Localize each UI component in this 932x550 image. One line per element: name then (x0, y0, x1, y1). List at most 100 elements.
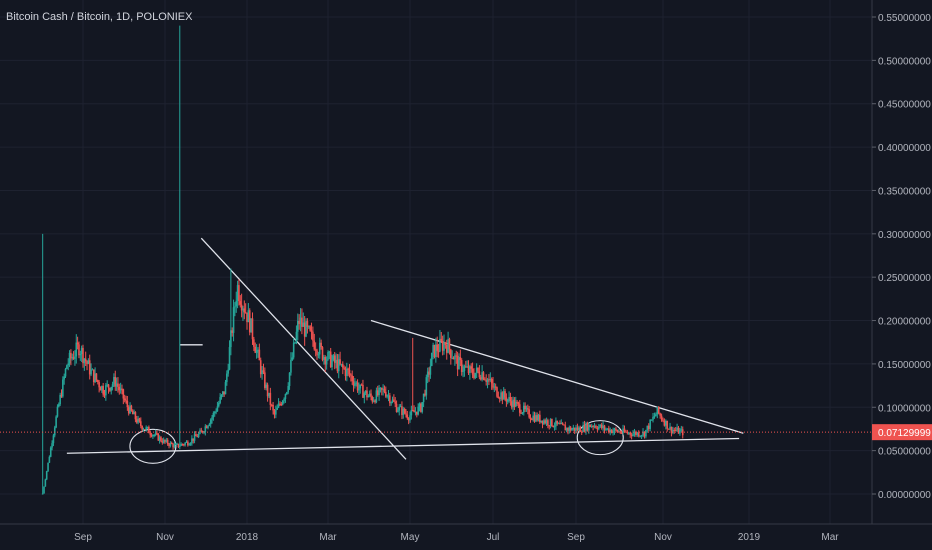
candle-body (86, 361, 88, 364)
candle-body (52, 435, 55, 444)
candle-body (140, 421, 142, 426)
candle-body (41, 493, 44, 495)
candle-body (646, 425, 649, 430)
candle-body (489, 378, 492, 381)
candle-body (118, 386, 121, 391)
candle-body (556, 420, 559, 424)
candle-body (75, 342, 78, 357)
candle-body (448, 339, 451, 350)
candle-body (234, 306, 236, 308)
candle-body (679, 430, 681, 434)
candle-body (63, 376, 65, 380)
candle-body (318, 342, 321, 355)
y-axis[interactable]: 0.55000000 0.50000000 0.45000000 0.40000000… (872, 13, 931, 501)
candle-body (659, 413, 661, 416)
candle-body (561, 422, 564, 425)
candle-body (302, 322, 305, 327)
candle-body (123, 398, 126, 401)
candle-body (320, 342, 322, 348)
candle-body (502, 391, 505, 400)
candle-body (616, 429, 619, 432)
candle-body (177, 443, 180, 448)
candle-body (158, 437, 161, 441)
candle-body (670, 426, 673, 433)
candle-body (71, 357, 74, 359)
candle-body (307, 326, 310, 328)
candle-body (94, 373, 96, 383)
candle-body (585, 423, 587, 432)
candle-body (643, 431, 646, 437)
candle-body (58, 404, 60, 407)
candle-body (378, 387, 380, 396)
x-axis[interactable]: Sep Nov 2018 Mar May Jul Sep Nov 2019 Mar (74, 532, 839, 543)
candle-body (275, 409, 277, 415)
candle-body (375, 390, 378, 403)
candle-body (520, 412, 522, 414)
candle-body (240, 304, 243, 311)
candle-body (248, 310, 251, 333)
candle-body (117, 383, 119, 387)
candle-body (436, 344, 439, 351)
candle-body (397, 410, 399, 412)
candle-body (306, 321, 309, 327)
candle-body (48, 456, 51, 463)
candle-body (109, 388, 111, 391)
candle-body (208, 424, 211, 426)
candle-body (650, 419, 653, 421)
candle-body (426, 371, 429, 378)
candle-body (401, 406, 403, 415)
candle-body (629, 432, 631, 435)
candle-body (262, 370, 265, 373)
candle-body (600, 424, 603, 429)
candle-body (506, 399, 509, 402)
candle-body (223, 391, 225, 395)
candle-body (181, 443, 184, 445)
candle-body (545, 420, 548, 424)
candle-body (340, 363, 343, 365)
candle-body (195, 434, 197, 437)
candle-body (242, 308, 244, 311)
x-tick-label: 2018 (236, 532, 259, 543)
candle-body (405, 413, 407, 415)
candle-body (610, 429, 613, 433)
candle-body (68, 352, 71, 364)
candle-body (609, 429, 612, 433)
candle-body (516, 401, 518, 403)
trendline (200, 237, 407, 460)
candle-body (290, 359, 292, 373)
candle-body (354, 383, 356, 386)
candle-body (391, 399, 394, 403)
x-tick-label: May (401, 532, 420, 543)
candle-body (298, 320, 300, 324)
candle-body (632, 433, 634, 437)
candle-body (356, 382, 359, 391)
candle-body (433, 344, 436, 357)
candle-body (49, 447, 52, 457)
candle-body (565, 428, 568, 431)
candle-body (452, 357, 455, 360)
candle-body (294, 342, 296, 344)
candle-body (84, 358, 87, 362)
candle-body (637, 432, 640, 437)
candle-body (325, 359, 328, 365)
y-tick-label: 0.40000000 (878, 143, 931, 154)
candle-body (283, 398, 285, 401)
candle-body (296, 320, 299, 332)
candle-body (458, 357, 460, 370)
candle-body (173, 444, 176, 448)
candle-body (493, 386, 496, 388)
candle-body (540, 420, 542, 423)
candle-body (655, 414, 657, 417)
y-tick-label: 0.55000000 (878, 13, 931, 24)
candle-body (259, 360, 262, 375)
candle-body (522, 405, 525, 413)
candle-body (467, 366, 470, 374)
candle-body (613, 428, 616, 432)
candle-body (385, 391, 387, 397)
candle-body (341, 363, 344, 368)
candle-body (312, 331, 314, 341)
trendline (66, 437, 740, 454)
candle-body (640, 435, 643, 437)
candle-body (665, 420, 667, 426)
